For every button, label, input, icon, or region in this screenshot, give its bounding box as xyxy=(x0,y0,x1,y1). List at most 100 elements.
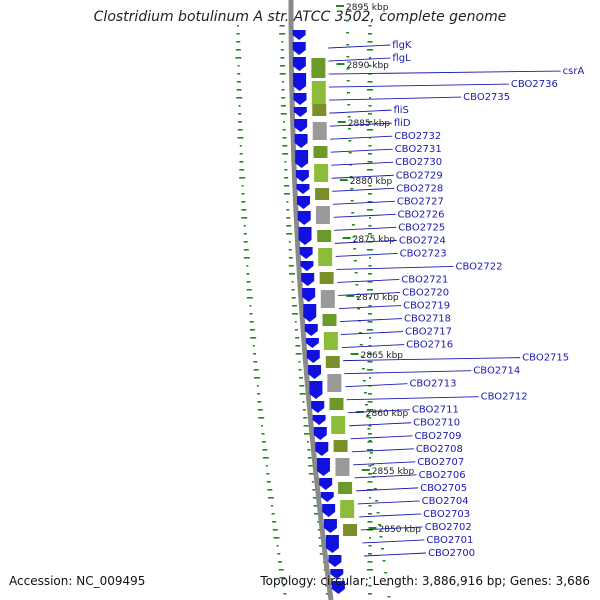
cog-block[interactable] xyxy=(322,314,337,326)
cog-block[interactable] xyxy=(311,58,326,78)
cog-block[interactable] xyxy=(343,524,358,536)
cog-block[interactable] xyxy=(311,81,326,104)
cog-block[interactable] xyxy=(323,332,338,350)
gene-label[interactable]: CBO2711 xyxy=(412,405,459,416)
gene-label[interactable]: CBO2703 xyxy=(423,509,470,520)
gene-label[interactable]: CBO2722 xyxy=(455,261,502,272)
gene-arrow[interactable] xyxy=(308,365,322,379)
gene-label[interactable]: CBO2731 xyxy=(395,144,442,155)
gene-arrow[interactable] xyxy=(295,150,309,168)
gene-label[interactable]: CBO2735 xyxy=(463,92,510,103)
gene-label[interactable]: CBO2730 xyxy=(395,157,442,168)
gene-label[interactable]: CBO2721 xyxy=(401,274,448,285)
gene-arrow[interactable] xyxy=(331,581,345,594)
gene-arrow[interactable] xyxy=(294,134,308,148)
gene-label[interactable]: CBO2706 xyxy=(419,470,466,481)
gene-label[interactable]: CBO2707 xyxy=(417,457,464,468)
gene-arrow[interactable] xyxy=(302,288,316,302)
gene-label[interactable]: CBO2715 xyxy=(522,353,569,364)
cog-block[interactable] xyxy=(333,440,348,452)
gene-arrow[interactable] xyxy=(306,350,320,363)
gene-label[interactable]: flgK xyxy=(392,40,412,51)
gene-arrow[interactable] xyxy=(330,569,344,579)
gene-label[interactable]: CBO2724 xyxy=(399,235,446,246)
gene-arrow[interactable] xyxy=(300,261,314,271)
gene-label[interactable]: csrA xyxy=(563,66,585,77)
gene-arrow[interactable] xyxy=(312,415,326,425)
gene-arrow[interactable] xyxy=(301,273,315,286)
gene-arrow[interactable] xyxy=(292,42,306,55)
gene-arrow[interactable] xyxy=(316,458,330,476)
gene-arrow[interactable] xyxy=(296,196,310,209)
gene-label[interactable]: CBO2710 xyxy=(413,418,460,429)
gene-label[interactable]: CBO2700 xyxy=(428,548,475,559)
cog-block[interactable] xyxy=(315,206,330,224)
gene-arrow[interactable] xyxy=(296,184,310,194)
cog-block[interactable] xyxy=(325,356,340,368)
gene-label[interactable]: CBO2729 xyxy=(396,170,443,181)
gene-arrow[interactable] xyxy=(309,381,323,399)
cog-block[interactable] xyxy=(320,290,335,308)
cog-block[interactable] xyxy=(327,374,342,392)
cog-block[interactable] xyxy=(319,272,334,284)
gene-arrow[interactable] xyxy=(299,247,313,259)
gene-label[interactable]: CBO2701 xyxy=(426,535,473,546)
gene-arrow[interactable] xyxy=(322,504,336,517)
gene-label[interactable]: CBO2725 xyxy=(398,222,445,233)
cog-block[interactable] xyxy=(331,416,346,434)
gene-label[interactable]: CBO2717 xyxy=(405,327,452,338)
cog-block[interactable] xyxy=(338,482,353,494)
cog-block[interactable] xyxy=(335,458,350,476)
gene-arrow[interactable] xyxy=(315,442,329,456)
gene-arrow[interactable] xyxy=(328,555,342,567)
gene-label[interactable]: CBO2718 xyxy=(404,314,451,325)
gene-arrow[interactable] xyxy=(313,427,327,440)
cog-block[interactable] xyxy=(329,398,344,410)
gene-arrow[interactable] xyxy=(293,107,307,117)
cog-block[interactable] xyxy=(314,164,329,182)
gene-label[interactable]: fliS xyxy=(393,105,408,116)
gene-arrow[interactable] xyxy=(303,304,317,322)
gene-label[interactable]: CBO2712 xyxy=(481,392,528,403)
gene-arrow[interactable] xyxy=(298,227,312,245)
cog-block[interactable] xyxy=(312,122,327,140)
gene-arrow[interactable] xyxy=(325,535,339,553)
gene-label[interactable]: CBO2708 xyxy=(416,444,463,455)
gene-arrow[interactable] xyxy=(294,119,308,132)
gene-arrow[interactable] xyxy=(319,478,333,490)
gene-arrow[interactable] xyxy=(293,93,307,105)
gene-arrow[interactable] xyxy=(295,170,309,182)
gene-label[interactable]: CBO2713 xyxy=(409,379,456,390)
cog-block[interactable] xyxy=(313,146,328,158)
gene-label[interactable]: CBO2705 xyxy=(420,483,467,494)
gene-label[interactable]: CBO2732 xyxy=(394,131,441,142)
gene-arrow[interactable] xyxy=(292,30,306,40)
gene-label[interactable]: CBO2719 xyxy=(403,301,450,312)
gene-label[interactable]: CBO2728 xyxy=(396,183,443,194)
gene-arrow[interactable] xyxy=(293,73,307,91)
cog-block[interactable] xyxy=(312,104,327,116)
gene-arrow[interactable] xyxy=(292,57,306,71)
gene-label[interactable]: CBO2736 xyxy=(511,79,558,90)
gene-arrow[interactable] xyxy=(323,519,337,533)
gene-label[interactable]: CBO2709 xyxy=(414,431,461,442)
gene-label[interactable]: CBO2702 xyxy=(425,522,472,533)
gene-label[interactable]: CBO2727 xyxy=(397,196,444,207)
gene-label[interactable]: CBO2723 xyxy=(400,248,447,259)
gene-label[interactable]: CBO2720 xyxy=(402,287,449,298)
gene-arrow[interactable] xyxy=(320,492,334,502)
cog-block[interactable] xyxy=(315,188,330,200)
gene-arrow[interactable] xyxy=(304,324,318,336)
gene-label[interactable]: CBO2704 xyxy=(422,496,469,507)
gene-label[interactable]: CBO2726 xyxy=(398,209,445,220)
gene-arrow[interactable] xyxy=(297,211,311,225)
gene-label[interactable]: flgL xyxy=(392,53,411,64)
gene-label[interactable]: CBO2716 xyxy=(406,340,453,351)
gene-arrow[interactable] xyxy=(311,401,325,413)
cog-block[interactable] xyxy=(318,248,333,266)
cog-block[interactable] xyxy=(317,230,332,242)
gene-label[interactable]: fliD xyxy=(394,118,411,129)
gene-arrow[interactable] xyxy=(305,338,319,348)
cog-block[interactable] xyxy=(340,500,355,518)
gene-label[interactable]: CBO2714 xyxy=(473,366,520,377)
